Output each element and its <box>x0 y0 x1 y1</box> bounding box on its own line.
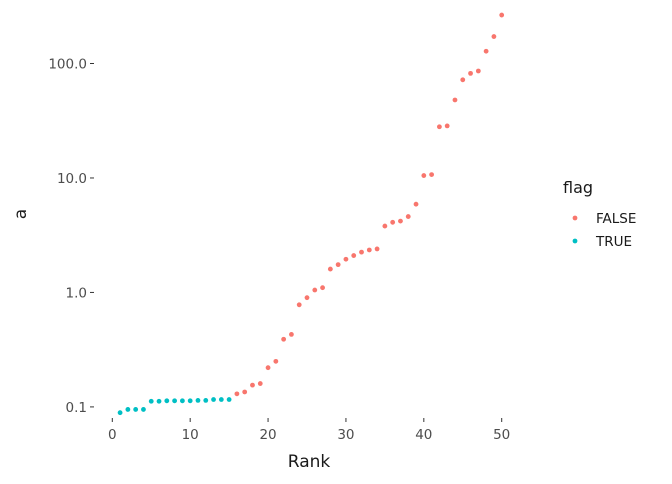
data-point-true <box>156 398 162 404</box>
x-tick-label: 40 <box>415 427 432 443</box>
data-point-false <box>382 223 388 229</box>
data-point-true <box>211 397 216 402</box>
data-point-false <box>351 253 357 258</box>
data-point-true <box>141 407 146 412</box>
legend-title: flag <box>563 178 593 197</box>
data-point-false <box>405 214 411 219</box>
data-point-false <box>327 266 333 272</box>
data-point-true <box>195 397 201 403</box>
y-tick-label: 10.0 <box>57 171 87 187</box>
data-point-false <box>343 256 349 262</box>
data-point-false <box>366 247 372 253</box>
x-axis-title: Rank <box>288 452 331 472</box>
data-point-false <box>452 97 458 103</box>
data-point-true <box>218 397 224 402</box>
data-point-false <box>234 391 240 397</box>
data-point-false <box>265 365 271 371</box>
legend-key-true <box>572 238 578 244</box>
data-point-true <box>172 398 178 404</box>
data-point-true <box>133 407 139 412</box>
y-tick-label: 0.1 <box>66 400 87 416</box>
x-tick-label: 50 <box>493 427 510 443</box>
data-point-true <box>179 398 185 404</box>
data-point-false <box>398 218 403 224</box>
x-axis: 0 10 20 30 40 50 <box>108 418 510 443</box>
data-point-false <box>429 172 435 178</box>
data-point-false <box>468 70 473 76</box>
legend-label-false: FALSE <box>596 211 636 227</box>
data-point-false <box>304 295 310 301</box>
y-axis-title: a <box>11 209 31 219</box>
data-point-true <box>164 398 170 404</box>
legend: flag FALSE TRUE <box>563 178 636 250</box>
data-point-false <box>436 124 442 130</box>
data-point-true <box>148 398 154 404</box>
data-point-false <box>296 302 302 308</box>
data-point-false <box>335 262 341 268</box>
data-point-false <box>444 123 450 129</box>
data-point-false <box>499 12 505 18</box>
x-tick-label: 30 <box>337 427 354 443</box>
data-point-true <box>187 398 193 404</box>
legend-key-false <box>572 215 578 221</box>
y-axis: 0.1 1.0 10.0 100.0 <box>48 57 94 416</box>
x-tick-label: 20 <box>259 427 276 443</box>
data-point-false <box>413 201 419 207</box>
data-point-true <box>125 407 131 412</box>
data-point-false <box>250 382 255 388</box>
data-point-true <box>117 410 123 416</box>
x-tick-label: 10 <box>182 427 199 443</box>
data-point-false <box>312 287 318 293</box>
data-point-false <box>320 285 325 291</box>
data-point-false <box>374 246 380 252</box>
data-points <box>117 12 505 416</box>
data-point-false <box>242 389 248 395</box>
legend-label-true: TRUE <box>595 234 632 250</box>
data-point-false <box>475 68 481 74</box>
data-point-false <box>483 48 489 54</box>
data-point-false <box>390 219 396 225</box>
data-point-false <box>289 331 294 337</box>
y-tick-label: 1.0 <box>66 285 87 301</box>
data-point-false <box>491 34 497 39</box>
data-point-false <box>421 173 427 178</box>
y-tick-label: 100.0 <box>48 57 87 73</box>
data-point-false <box>257 381 263 386</box>
data-point-false <box>273 358 279 364</box>
data-point-false <box>359 249 364 255</box>
data-point-true <box>226 397 232 402</box>
data-point-true <box>203 397 209 403</box>
x-tick-label: 0 <box>108 427 117 443</box>
data-point-false <box>281 336 287 342</box>
data-point-false <box>460 77 466 83</box>
